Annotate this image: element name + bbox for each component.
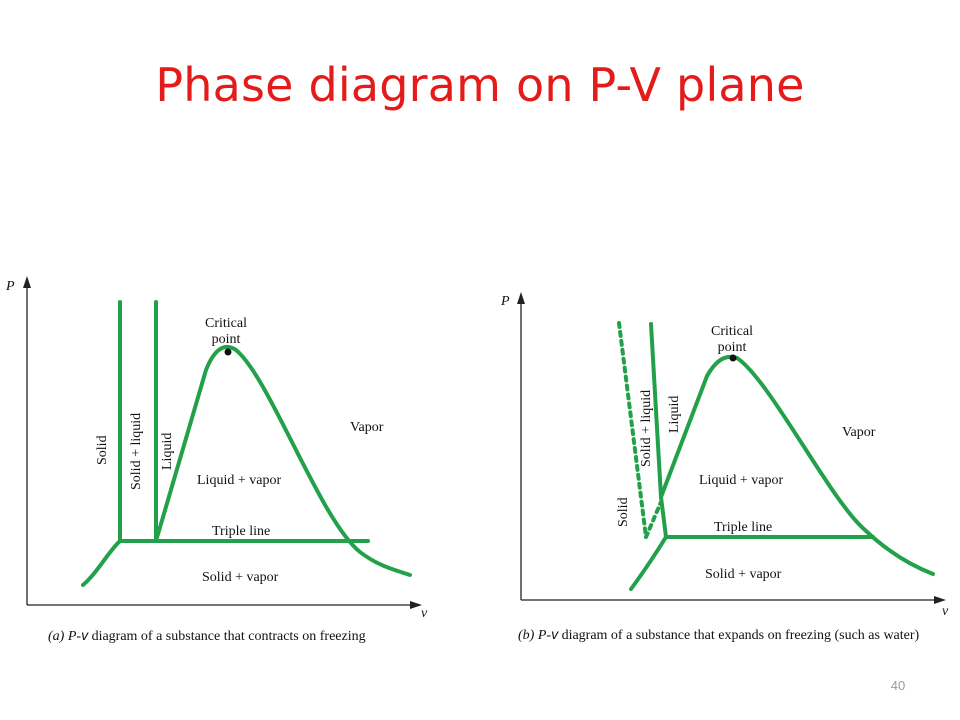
diagram-a-liquid-vapor-label: Liquid + vapor xyxy=(197,473,281,488)
diagram-b-vapor-label: Vapor xyxy=(842,425,876,440)
diagram-b-saturated-vapor-line xyxy=(735,356,935,576)
diagram-a-triple-line-label: Triple line xyxy=(212,524,270,539)
diagram-a-caption-v: v xyxy=(81,627,89,643)
diagram-b-triple-line-label: Triple line xyxy=(714,520,772,535)
diagram-a-vapor-label: Vapor xyxy=(350,420,384,435)
diagram-a: P v Solid Solid + liquid Liquid Critical… xyxy=(5,276,428,644)
diagram-a-critical-point-dot xyxy=(224,348,232,356)
diagram-b-caption-v: v xyxy=(551,626,559,642)
page-number: 40 xyxy=(890,678,906,693)
slide-title: Phase diagram on P-V plane xyxy=(155,58,805,112)
diagram-a-critical-label-line2: point xyxy=(212,332,241,347)
diagram-a-saturated-vapor-line xyxy=(234,348,412,577)
diagram-a-caption: (a) P-v diagram of a substance that cont… xyxy=(48,627,366,644)
diagram-b-liquid-label: Liquid xyxy=(667,396,682,433)
diagram-a-y-arrow xyxy=(23,276,31,288)
diagram-b-solid-vapor-label: Solid + vapor xyxy=(705,567,782,582)
diagram-a-liquid-label: Liquid xyxy=(160,433,175,470)
diagram-a-sublimation-curve xyxy=(81,539,122,587)
diagram-b-y-arrow xyxy=(517,292,525,304)
diagram-a-caption-dash: - xyxy=(76,629,81,644)
diagram-b-sublimation-curve xyxy=(629,535,668,591)
diagram-a-saturated-liquid-line xyxy=(154,344,238,543)
diagram-b-solid-liquid-label: Solid + liquid xyxy=(639,390,654,467)
diagram-b-solid-label: Solid xyxy=(616,497,631,527)
diagram-b-caption-dash: - xyxy=(546,628,551,643)
diagram-b-critical-point-dot xyxy=(729,354,737,362)
diagram-a-solid-label: Solid xyxy=(95,435,110,465)
diagram-b-caption-text: diagram of a substance that expands on f… xyxy=(558,628,919,643)
diagram-a-y-label: P xyxy=(5,279,15,294)
diagram-a-x-label: v xyxy=(421,606,428,621)
diagram-b-critical-label-line1: Critical xyxy=(711,324,753,339)
diagram-b-caption-p: P xyxy=(537,628,547,643)
diagram-a-caption-prefix: (a) xyxy=(48,629,65,644)
diagram-a-caption-text: diagram of a substance that contracts on… xyxy=(88,629,366,644)
diagram-a-solid-vapor-label: Solid + vapor xyxy=(202,570,279,585)
diagram-a-critical-label-line1: Critical xyxy=(205,316,247,331)
diagram-b-caption: (b) P-v diagram of a substance that expa… xyxy=(518,626,920,643)
diagram-b-solid-boundary-dotted xyxy=(617,321,648,539)
diagram-b-caption-prefix: (b) xyxy=(518,628,535,643)
diagram-b-x-arrow xyxy=(934,596,946,604)
diagram-b-liquid-vapor-label: Liquid + vapor xyxy=(699,473,783,488)
diagram-a-caption-p: P xyxy=(67,629,77,644)
diagram-a-solid-liquid-label: Solid + liquid xyxy=(129,413,144,490)
diagram-b-lower-dotted-segment xyxy=(644,500,663,539)
diagram-b-y-label: P xyxy=(500,294,510,309)
diagram-b: P v Solid Solid + liquid Liquid Critical… xyxy=(500,292,949,643)
diagram-b-critical-label-line2: point xyxy=(718,340,747,355)
diagram-b-x-label: v xyxy=(942,604,949,619)
diagram-a-axes xyxy=(26,282,417,606)
diagram-b-axes xyxy=(520,298,940,601)
diagram-a-x-arrow xyxy=(410,601,422,609)
